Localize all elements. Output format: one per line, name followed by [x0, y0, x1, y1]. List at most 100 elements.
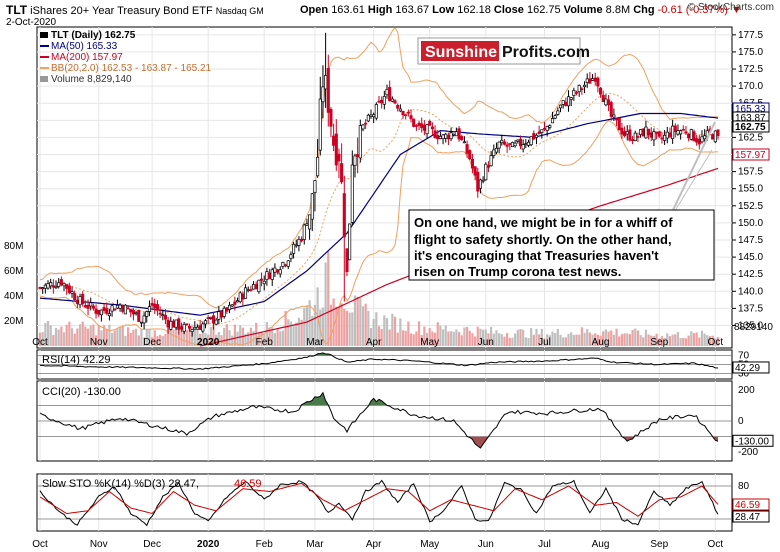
candle-body	[566, 96, 571, 107]
sto-value-box	[732, 498, 770, 511]
candle-body	[70, 291, 74, 294]
volume-bar	[671, 334, 674, 346]
volume-bar	[108, 324, 111, 346]
candle-body	[417, 122, 421, 126]
candle-body	[214, 319, 218, 325]
candle-body	[276, 269, 280, 273]
legend-bb: BB(20,2.0) 162.53 - 163.87 - 165.21	[51, 63, 212, 74]
volume-bar	[220, 335, 223, 346]
volume-bar	[345, 310, 349, 346]
x-label-price: Oct	[32, 337, 48, 348]
volume-bar	[193, 326, 196, 346]
candle-body	[46, 283, 50, 289]
volume-bar	[367, 310, 370, 346]
volume-bar	[199, 333, 202, 346]
volume-bar	[575, 334, 578, 346]
volume-bar	[626, 333, 629, 346]
candle-body	[521, 144, 525, 150]
volume-bar	[460, 335, 463, 346]
volume-bar	[594, 333, 597, 346]
candle-body	[358, 125, 362, 159]
volume-bar	[599, 335, 602, 346]
volume-bar	[116, 328, 119, 346]
volume-bar	[287, 319, 290, 346]
candle-body	[286, 260, 290, 267]
candle-body	[548, 125, 552, 128]
volume-bar	[538, 334, 541, 346]
volume-bar	[404, 330, 407, 346]
volume-bar	[223, 327, 226, 346]
candle-body	[73, 293, 77, 301]
cci-panel: 200 0 -200-130.00	[37, 385, 774, 458]
candle-body	[308, 214, 312, 230]
candle-body	[281, 261, 285, 267]
volume-bar	[540, 328, 543, 346]
annotation-line-1: On one hand, we might be in for a whiff …	[414, 215, 673, 230]
grid-lines	[37, 27, 732, 531]
sto-value-box	[732, 510, 770, 523]
candle-body	[436, 135, 440, 140]
price-tick-label: 177.5	[738, 30, 763, 41]
candle-body	[268, 272, 272, 279]
candle-body	[294, 244, 298, 247]
sto-d-line	[39, 482, 719, 517]
volume-bar	[49, 325, 52, 346]
candle-body	[297, 238, 301, 246]
candle-body	[623, 131, 627, 136]
candle-body	[350, 164, 354, 223]
volume-bar	[92, 324, 95, 346]
candle-body	[166, 319, 170, 328]
volume-bar	[615, 328, 618, 346]
candle-body	[497, 141, 501, 149]
chg-value: -0.61 (-0.37%)	[657, 4, 728, 16]
volume-bar	[276, 329, 279, 346]
volume-bar	[650, 335, 653, 346]
candle-body	[452, 133, 456, 136]
volume-bar	[711, 335, 714, 346]
x-label-price: 2020	[197, 337, 220, 348]
volume-bar	[452, 331, 455, 346]
candle-body	[155, 304, 159, 311]
volume-bar	[94, 335, 98, 346]
candle-body	[582, 84, 587, 88]
volume-bar	[468, 330, 471, 346]
volume-bar	[423, 326, 426, 346]
volume-bar	[247, 332, 250, 346]
bollinger-bands	[39, 26, 719, 347]
candle-body	[476, 171, 480, 192]
candle-body	[126, 307, 130, 310]
volume-bar	[356, 296, 359, 346]
x-label-price: Dec	[143, 337, 161, 348]
candle-body	[326, 68, 330, 113]
candle-body	[468, 150, 472, 160]
volume-bar	[666, 333, 669, 346]
candle-body	[393, 100, 397, 104]
volume-bar	[487, 333, 490, 346]
volume-bar	[239, 325, 242, 346]
volume-bar	[137, 335, 140, 346]
cci-tick-label: 200	[738, 385, 755, 396]
candle-body	[270, 269, 274, 280]
x-label-bottom: Jul	[538, 539, 551, 550]
candle-body	[671, 125, 675, 140]
candle-body	[198, 325, 202, 330]
volume-bar	[337, 307, 341, 346]
volume-bar	[562, 337, 565, 346]
candle-body	[444, 133, 448, 139]
volume-bar	[663, 337, 666, 346]
price-tick-label: 170.0	[738, 81, 763, 92]
candle-body	[633, 132, 637, 142]
price-tag-box	[732, 148, 770, 161]
volume-bar	[548, 335, 551, 346]
candle-body	[57, 282, 61, 287]
volume-bar	[102, 325, 106, 346]
candle-body	[500, 139, 504, 144]
volume-bar	[175, 327, 178, 346]
candle-body	[398, 108, 402, 112]
chart-date: 2-Oct-2020	[6, 17, 57, 28]
volume-bar	[607, 331, 610, 346]
volume-bar	[260, 331, 263, 346]
volume-bar	[658, 338, 661, 346]
candle-body	[703, 135, 707, 140]
price-tick-label: 137.5	[738, 303, 763, 314]
